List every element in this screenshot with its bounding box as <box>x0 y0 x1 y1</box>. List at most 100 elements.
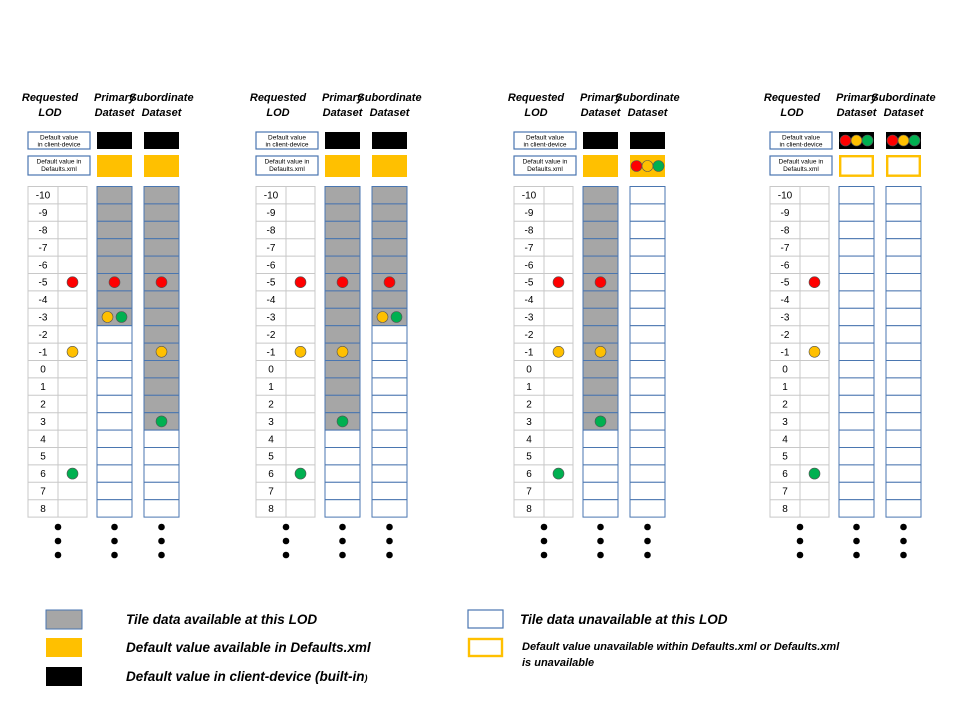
subordinate-tile-cell <box>143 360 180 379</box>
subordinate-tile-cell <box>371 377 408 396</box>
primary-tile-cell <box>324 499 361 518</box>
subordinate-client-default-swatch <box>372 132 407 149</box>
lod-label: -7 <box>267 243 276 254</box>
primary-tile-cell <box>324 429 361 449</box>
primary-tile-cell <box>96 377 133 396</box>
subordinate-tile-cell <box>629 394 666 414</box>
header-requested-lod: LOD <box>524 107 547 119</box>
continuation-dot <box>853 537 860 545</box>
primary-tile-cell <box>582 429 619 449</box>
client-device-label: Default value <box>782 135 820 142</box>
primary-tile-cell <box>838 360 875 379</box>
subordinate-tile-cell <box>143 377 180 396</box>
lod-label: 0 <box>526 365 532 376</box>
lod-label: -2 <box>525 330 534 341</box>
requested-yellow-marker <box>808 345 821 358</box>
continuation-dot <box>158 551 165 559</box>
subordinate-green-marker <box>390 311 403 323</box>
lod-label: -7 <box>39 243 48 254</box>
defaults-xml-label-box <box>513 155 577 176</box>
primary-tile-cell <box>838 186 875 205</box>
primary-tile-cell <box>96 255 133 275</box>
primary-tile-cell <box>324 203 361 222</box>
header-primary-dataset: Primary <box>322 92 364 104</box>
red-default-dot <box>839 134 852 147</box>
subordinate-tile-cell <box>371 394 408 414</box>
legend-swatch-black <box>46 667 82 686</box>
subordinate-tile-cell <box>143 307 180 327</box>
header-subordinate-dataset: Subordinate <box>129 92 193 104</box>
subordinate-tile-cell <box>885 464 922 483</box>
subordinate-tile-cell <box>885 394 922 414</box>
header-subordinate-dataset: Dataset <box>142 107 183 119</box>
lod-label: 4 <box>782 434 788 445</box>
lod-label: 1 <box>526 382 532 393</box>
lod-label: -9 <box>781 208 790 219</box>
subordinate-tile-cell <box>885 412 922 431</box>
requested-red-marker <box>66 276 79 289</box>
continuation-dot <box>339 523 346 531</box>
subordinate-tile-cell <box>371 325 408 344</box>
scenario-panel-2: Requested LOD Primary Dataset Subordinate Dat… <box>250 92 422 559</box>
subordinate-tile-cell <box>885 499 922 518</box>
lod-label: 8 <box>268 504 274 515</box>
subordinate-tile-cell <box>629 481 666 501</box>
subordinate-tile-cell <box>629 360 666 379</box>
lod-label: 8 <box>782 504 788 515</box>
lod-label: 6 <box>526 469 532 480</box>
primary-tile-cell <box>582 325 619 344</box>
lod-label: -2 <box>781 330 790 341</box>
lod-label: -1 <box>781 347 790 358</box>
subordinate-tile-cell <box>143 447 180 466</box>
primary-tile-cell <box>324 394 361 414</box>
header-primary-dataset: Dataset <box>323 107 364 119</box>
legend-swatch-unavailable <box>467 609 504 629</box>
subordinate-tile-cell <box>371 255 408 275</box>
subordinate-tile-cell <box>885 186 922 205</box>
primary-tile-cell <box>96 394 133 414</box>
primary-tile-cell <box>582 220 619 240</box>
subordinate-tile-cell <box>885 203 922 222</box>
red-default-dot <box>886 134 899 147</box>
legend-label-suffix: ) <box>364 673 368 683</box>
client-device-label: in client-device <box>780 142 823 149</box>
continuation-dot <box>853 551 860 559</box>
primary-tile-cell <box>96 481 133 501</box>
primary-tile-cell <box>324 307 361 327</box>
continuation-dot <box>54 551 62 559</box>
continuation-dot <box>111 551 118 559</box>
subordinate-client-default-swatch <box>630 132 665 149</box>
subordinate-green-marker <box>155 415 168 428</box>
primary-tile-cell <box>324 481 361 501</box>
primary-tile-cell <box>838 377 875 396</box>
continuation-dot <box>900 551 907 559</box>
header-requested-lod: LOD <box>266 107 289 119</box>
lod-label: 6 <box>268 469 274 480</box>
lod-label: -1 <box>267 347 276 358</box>
subordinate-tile-cell <box>629 499 666 518</box>
primary-tile-cell <box>582 447 619 466</box>
primary-tile-cell <box>838 290 875 309</box>
subordinate-tile-cell <box>371 464 408 483</box>
subordinate-tile-cell <box>629 412 666 431</box>
subordinate-tile-cell <box>885 360 922 379</box>
lod-label: 5 <box>526 452 532 463</box>
lod-label: -4 <box>39 295 48 306</box>
client-device-label: in client-device <box>524 142 567 149</box>
primary-tile-cell <box>838 412 875 431</box>
green-default-dot <box>861 134 874 147</box>
requested-green-marker <box>552 467 565 480</box>
requested-yellow-marker <box>66 345 79 358</box>
primary-tile-cell <box>582 186 619 205</box>
primary-yellow-marker <box>594 345 607 358</box>
client-device-label-box <box>255 131 319 150</box>
lod-label: -6 <box>781 260 790 271</box>
subordinate-tile-cell <box>629 290 666 309</box>
primary-tile-cell <box>582 290 619 309</box>
subordinate-tile-cell <box>885 429 922 449</box>
primary-tile-cell <box>838 220 875 240</box>
subordinate-tile-cell <box>371 447 408 466</box>
primary-tile-cell <box>582 394 619 414</box>
subordinate-tile-cell <box>143 325 180 344</box>
